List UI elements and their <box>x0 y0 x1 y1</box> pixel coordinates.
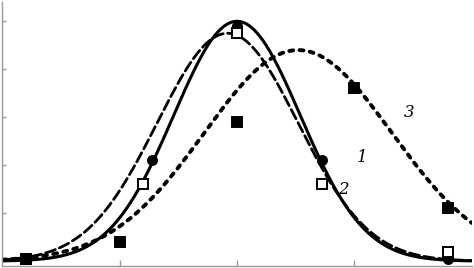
Text: 2: 2 <box>338 181 349 198</box>
Text: 1: 1 <box>357 150 367 166</box>
Text: 3: 3 <box>404 104 414 121</box>
